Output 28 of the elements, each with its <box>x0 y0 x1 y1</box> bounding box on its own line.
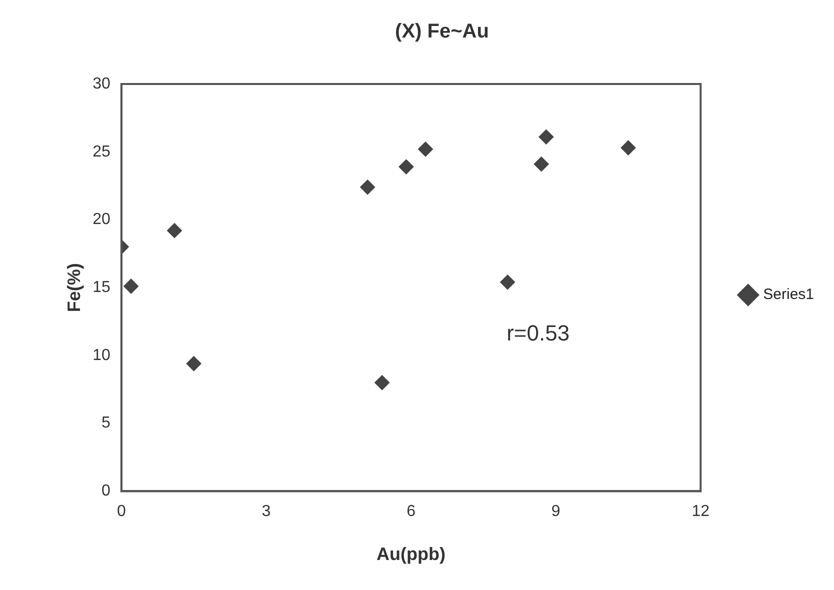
point <box>360 180 376 195</box>
y-tick-label: 15 <box>92 279 110 296</box>
point <box>124 278 139 294</box>
point <box>166 223 182 238</box>
x-tick-label: 9 <box>551 503 560 520</box>
x-tick-label: 0 <box>116 503 126 520</box>
point <box>186 356 202 372</box>
point <box>398 159 414 174</box>
y-tick-label: 25 <box>92 143 110 160</box>
x-tick-label: 12 <box>692 503 710 520</box>
point <box>538 129 554 144</box>
point <box>500 274 516 290</box>
y-axis-title: Fe(%) <box>64 263 84 312</box>
y-tick-label: 20 <box>92 211 110 228</box>
x-tick-label: 6 <box>406 503 416 520</box>
y-tick-label: 30 <box>92 75 110 92</box>
point <box>418 142 433 157</box>
point <box>374 375 390 390</box>
point <box>620 140 636 156</box>
y-tick-label: 5 <box>101 414 110 432</box>
point <box>534 156 549 172</box>
chart-title: (X) Fe~Au <box>395 20 489 43</box>
x-axis-title: Au(ppb) <box>376 544 446 564</box>
legend-label: Series1 <box>763 286 814 304</box>
annotation: r=0.53 <box>506 320 570 346</box>
y-tick-label: 10 <box>92 346 110 364</box>
x-tick-label: 3 <box>262 503 271 520</box>
y-tick-label: 0 <box>101 482 110 500</box>
